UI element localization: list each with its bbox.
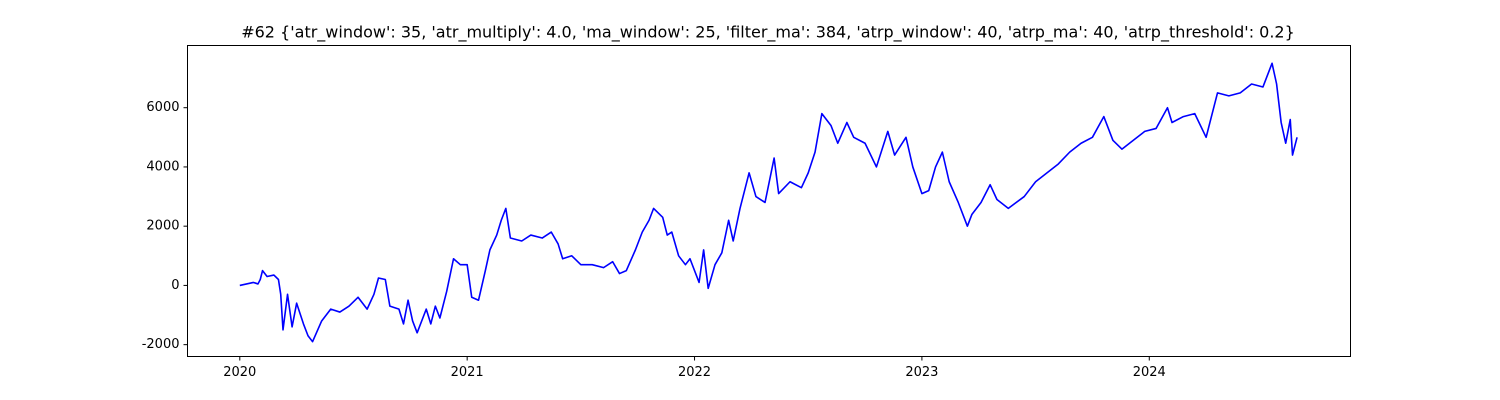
y-tick-label: 6000 [146,100,179,115]
x-tick-label: 2020 [223,365,256,380]
y-tick-label: 2000 [146,219,179,234]
y-tick-label: 0 [171,278,179,293]
data-line [239,62,1298,343]
x-tick-label: 2022 [678,365,711,380]
x-tick-label: 2021 [451,365,484,380]
chart-title: #62 {'atr_window': 35, 'atr_multiply': 4… [241,23,1295,43]
y-tick-label: -2000 [142,337,180,352]
plot-frame [187,45,1351,357]
x-tick-label: 2024 [1133,365,1166,380]
x-tick-label: 2023 [905,365,938,380]
y-tick-label: 4000 [146,159,179,174]
